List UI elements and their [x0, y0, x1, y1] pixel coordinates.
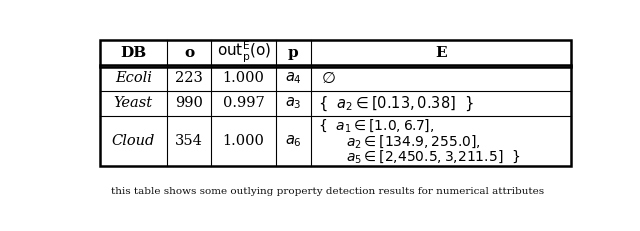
Text: 223: 223: [175, 71, 203, 85]
Text: Yeast: Yeast: [114, 96, 153, 110]
Text: Cloud: Cloud: [111, 134, 155, 148]
Text: 990: 990: [175, 96, 203, 110]
Bar: [100, 40, 571, 167]
Text: 354: 354: [175, 134, 203, 148]
Text: $\quad\ a_2 \in [134.9, 255.0],$: $\quad\ a_2 \in [134.9, 255.0],$: [328, 133, 481, 150]
Text: o: o: [184, 46, 194, 60]
Text: 0.997: 0.997: [223, 96, 264, 110]
Text: this table shows some outlying property detection results for numerical attribut: this table shows some outlying property …: [111, 187, 545, 196]
Text: E: E: [435, 46, 447, 60]
Text: 1.000: 1.000: [223, 134, 264, 148]
Text: Ecoli: Ecoli: [115, 71, 152, 85]
Text: $\{\ \ a_2 \in [0.13, 0.38]\ \ \}$: $\{\ \ a_2 \in [0.13, 0.38]\ \ \}$: [318, 94, 474, 112]
Text: 1.000: 1.000: [223, 71, 264, 85]
Text: $a_4$: $a_4$: [285, 70, 301, 86]
Text: $\quad\ a_5 \in [2{,}450.5, 3{,}211.5]\ \ \}$: $\quad\ a_5 \in [2{,}450.5, 3{,}211.5]\ …: [328, 148, 520, 165]
Text: $\mathrm{out}_{\mathrm{p}}^{\mathrm{E}}(\mathrm{o})$: $\mathrm{out}_{\mathrm{p}}^{\mathrm{E}}(…: [216, 40, 271, 65]
Text: $\{\ \ a_1 \in [1.0, 6.7],$: $\{\ \ a_1 \in [1.0, 6.7],$: [318, 118, 435, 134]
Text: $a_6$: $a_6$: [285, 133, 301, 149]
Text: $\emptyset$: $\emptyset$: [321, 70, 335, 87]
Text: $a_3$: $a_3$: [285, 95, 301, 111]
Text: DB: DB: [120, 46, 147, 60]
Text: p: p: [288, 46, 299, 60]
